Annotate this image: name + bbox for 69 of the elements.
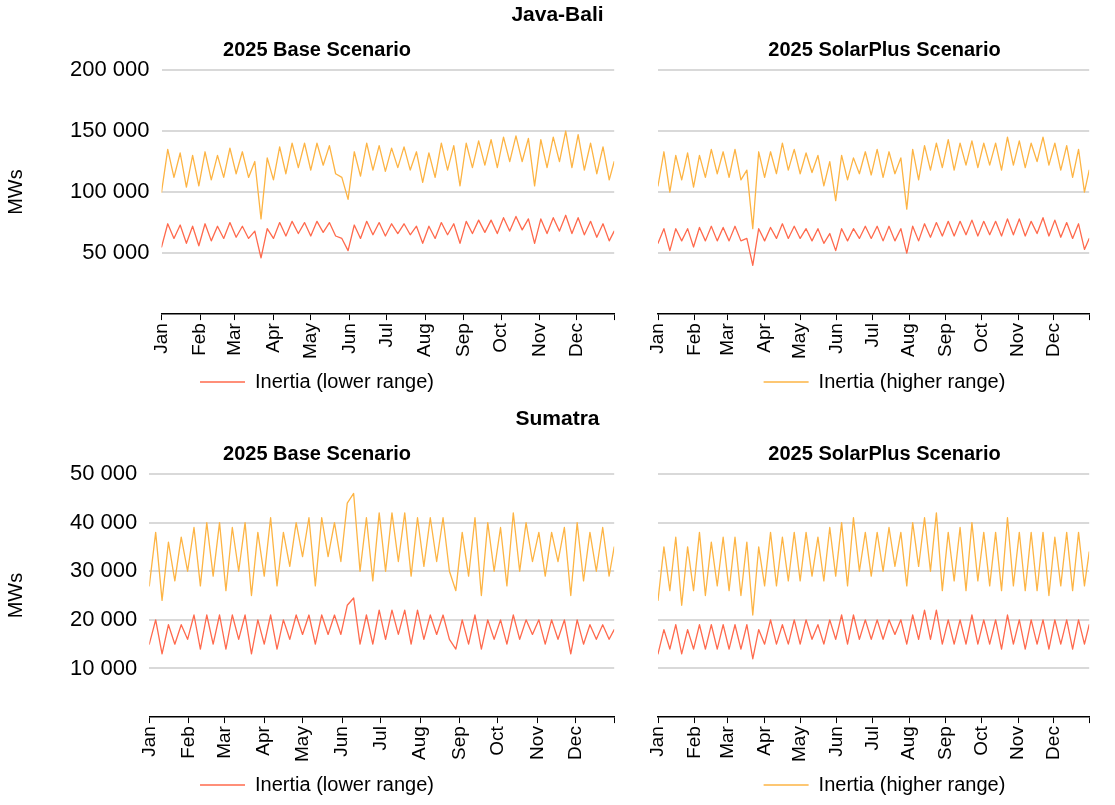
chart-title: 2025 Base Scenario: [223, 441, 411, 464]
y-tick-label: 100 000: [69, 178, 150, 204]
x-tick-label: Nov: [525, 725, 547, 760]
text: Sumatra: [514, 406, 601, 430]
x-tick-label: Jun: [337, 323, 359, 354]
x-tick-label: Jan: [646, 323, 668, 354]
y-tick-label: 30 000: [69, 557, 138, 583]
chart-title: 2025 Base Scenario: [223, 37, 411, 60]
x-tick-label: Aug: [413, 323, 435, 357]
x-tick-label: Jul: [374, 323, 396, 348]
y-tick-label: 20 000: [69, 605, 138, 631]
x-tick-label: Jun: [330, 726, 352, 757]
legend-label: Inertia (higher range): [818, 772, 1006, 795]
x-tick-label: Nov: [527, 322, 549, 357]
x-tick-label: Apr: [252, 725, 274, 756]
x-tick-label: Apr: [261, 322, 283, 353]
y-tick-label: 50 000: [69, 460, 138, 486]
x-tick-label: Mar: [716, 725, 738, 759]
x-tick-label: Oct: [486, 725, 508, 756]
x-tick-label: Jul: [860, 726, 882, 751]
x-tick-label: May: [788, 322, 810, 360]
x-tick-label: Jun: [825, 323, 847, 354]
x-tick-label: Feb: [188, 323, 210, 356]
x-tick-label: Apr: [752, 725, 774, 756]
legend-label: Inertia (lower range): [255, 369, 434, 392]
x-tick-label: Sep: [934, 726, 956, 760]
x-tick-label: Jul: [860, 323, 882, 348]
x-tick-label: Feb: [682, 726, 704, 759]
chart-title: 2025 SolarPlus Scenario: [768, 441, 1001, 464]
x-tick-label: Sep: [451, 323, 473, 357]
x-tick-label: Oct: [969, 725, 991, 756]
x-tick-label: Jul: [368, 726, 390, 751]
y-axis-title: MWs: [3, 572, 26, 619]
x-tick-label: Jan: [137, 726, 159, 757]
x-tick-label: Feb: [682, 323, 704, 356]
x-tick-label: Mar: [212, 725, 234, 759]
x-tick-label: Sep: [934, 323, 956, 357]
x-tick-label: Dec: [1041, 726, 1063, 760]
y-axis-title: MWs: [3, 169, 26, 215]
legend-label: Inertia (lower range): [255, 772, 434, 795]
y-tick-label: 150 000: [69, 117, 150, 143]
y-tick-label: 40 000: [69, 508, 138, 534]
chart-title: 2025 SolarPlus Scenario: [768, 37, 1001, 60]
legend-label: Inertia (higher range): [818, 369, 1006, 392]
x-tick-label: Sep: [447, 726, 469, 760]
x-tick-label: Feb: [177, 726, 199, 759]
x-tick-label: Apr: [752, 322, 774, 353]
x-tick-label: Mar: [223, 322, 245, 356]
x-tick-label: Nov: [1006, 322, 1028, 357]
text: Java-Bali: [510, 2, 605, 26]
x-tick-label: Aug: [897, 726, 919, 760]
x-tick-label: Aug: [408, 726, 430, 760]
x-tick-label: Mar: [716, 322, 738, 356]
x-tick-label: Dec: [1041, 323, 1063, 357]
x-tick-label: Oct: [969, 322, 991, 353]
x-tick-label: Aug: [897, 323, 919, 357]
x-tick-label: Dec: [565, 323, 587, 357]
y-tick-label: 10 000: [69, 654, 138, 680]
x-tick-label: May: [298, 322, 320, 360]
y-tick-label: 200 000: [69, 56, 150, 82]
x-tick-label: Jan: [646, 726, 668, 757]
x-tick-label: Jun: [825, 726, 847, 757]
x-tick-label: Oct: [489, 322, 511, 353]
x-tick-label: Jan: [149, 323, 171, 354]
x-tick-label: Dec: [564, 726, 586, 760]
x-tick-label: May: [788, 725, 810, 763]
x-tick-label: Nov: [1006, 725, 1028, 760]
x-tick-label: May: [290, 725, 312, 763]
y-tick-label: 50 000: [82, 239, 150, 265]
